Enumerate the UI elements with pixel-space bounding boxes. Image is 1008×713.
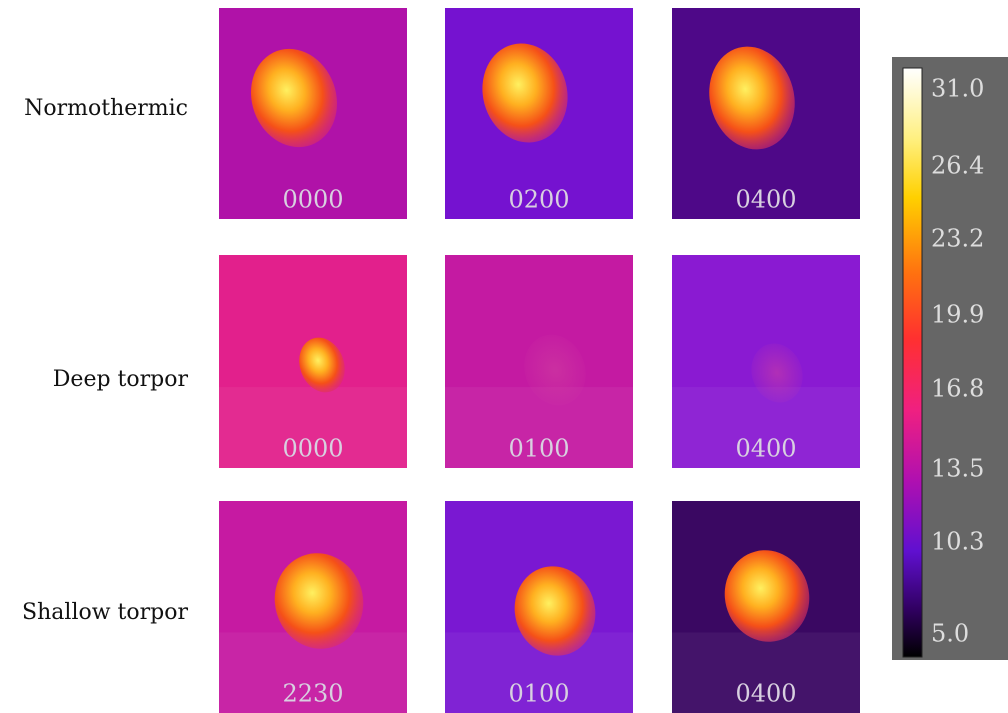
time-label: 2230: [282, 680, 343, 708]
time-label: 0400: [735, 680, 796, 708]
colorbar-tick-label: 16.8: [931, 375, 984, 403]
colorbar-tick-label: 13.5: [931, 455, 984, 483]
time-label: 0100: [508, 435, 569, 463]
colorbar-tick-label: 26.4: [931, 152, 984, 180]
figure: Normothermic 0000 0200 0400 Deep torpor 0000 0…: [0, 0, 1008, 713]
row-label: Deep torpor: [53, 367, 189, 392]
time-label: 0200: [508, 186, 569, 214]
time-label: 0000: [282, 186, 343, 214]
time-label: 0100: [508, 680, 569, 708]
time-label: 0000: [282, 435, 343, 463]
colorbar-tick-label: 23.2: [931, 225, 984, 253]
row-label: Shallow torpor: [22, 600, 188, 625]
colorbar-tick-label: 31.0: [931, 75, 984, 103]
time-label: 0400: [735, 186, 796, 214]
time-label: 0400: [735, 435, 796, 463]
colorbar: [903, 68, 922, 657]
row-label: Normothermic: [24, 96, 188, 121]
colorbar-tick-label: 10.3: [931, 528, 984, 556]
colorbar-tick-label: 19.9: [931, 301, 984, 329]
thermal-figure: Normothermic 0000 0200 0400 Deep torpor 0000 0…: [0, 0, 1008, 713]
colorbar-tick-label: 5.0: [931, 620, 969, 648]
